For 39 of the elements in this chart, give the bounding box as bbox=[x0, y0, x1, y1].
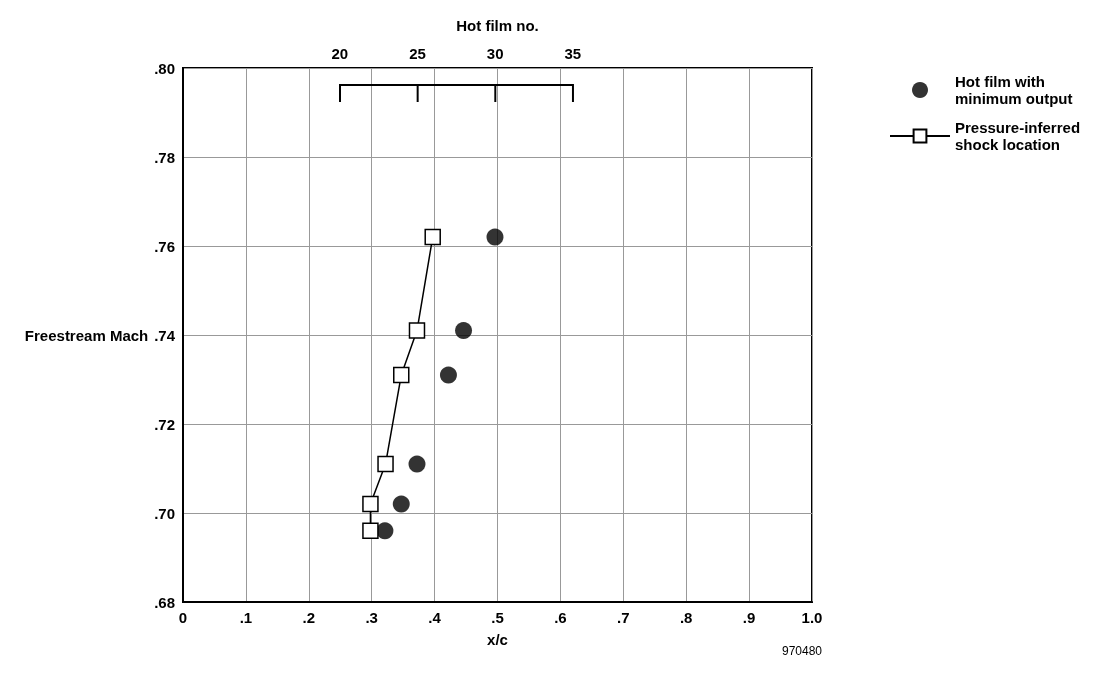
x-tick-label: .2 bbox=[302, 609, 316, 626]
point bbox=[377, 455, 394, 473]
x-tick-label: .3 bbox=[365, 609, 378, 626]
point bbox=[362, 495, 379, 513]
text: 970480 bbox=[781, 644, 823, 658]
point bbox=[408, 455, 426, 473]
y-tick-label: .70 bbox=[154, 504, 175, 522]
x-tick-label: .9 bbox=[742, 609, 756, 626]
x2-axis-title: Hot film no. bbox=[456, 17, 539, 34]
point bbox=[424, 228, 441, 246]
y-tick-label: .74 bbox=[154, 326, 176, 344]
point bbox=[408, 322, 426, 339]
point bbox=[392, 495, 410, 513]
x-tick-label: .1 bbox=[239, 609, 253, 626]
legend-label: Hot film with minimum output bbox=[955, 73, 1073, 107]
x2-tick-label: 35 bbox=[564, 45, 582, 62]
x-axis-title: x/c bbox=[487, 631, 508, 648]
y-axis-title: Freestream Mach bbox=[24, 326, 149, 344]
point bbox=[486, 228, 504, 246]
x2-tick-label: 30 bbox=[486, 45, 504, 62]
x-tick-label: .5 bbox=[491, 609, 504, 626]
x-tick-label: .4 bbox=[428, 609, 442, 626]
point bbox=[455, 322, 473, 340]
x2-tick-label: 25 bbox=[409, 45, 426, 62]
y-tick-label: .72 bbox=[154, 415, 175, 433]
point bbox=[362, 522, 379, 540]
x-tick-label: 0 bbox=[178, 609, 188, 626]
y-tick-label: .76 bbox=[154, 237, 175, 255]
point bbox=[439, 366, 457, 384]
x-tick-label: 1.0 bbox=[801, 609, 823, 626]
x2-tick-label: 20 bbox=[331, 45, 349, 62]
y-tick-label: .80 bbox=[154, 59, 175, 77]
x-tick-label: .6 bbox=[554, 609, 567, 626]
x-tick-label: .7 bbox=[617, 609, 630, 626]
x-tick-label: .8 bbox=[679, 609, 693, 626]
y-tick-label: .68 bbox=[154, 593, 175, 611]
legend-label: Pressure-inferred shock location bbox=[955, 119, 1085, 153]
point bbox=[393, 366, 410, 384]
y-tick-label: .78 bbox=[154, 148, 175, 166]
